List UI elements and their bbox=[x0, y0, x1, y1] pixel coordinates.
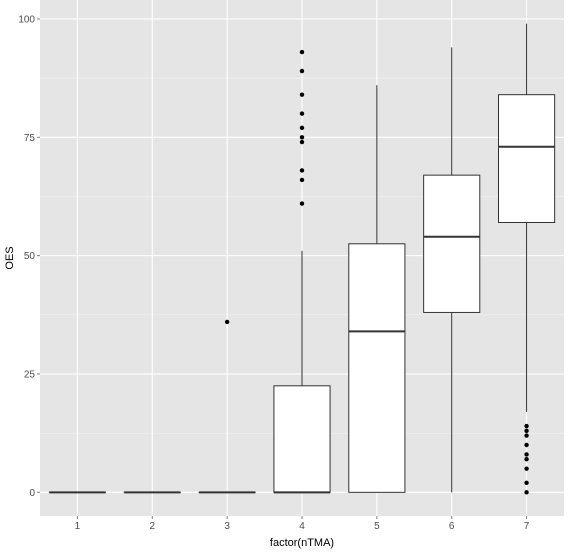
y-axis-ticks: 0 25 50 75 100 bbox=[18, 14, 40, 499]
outlier-point bbox=[524, 456, 529, 462]
y-tick-label: 100 bbox=[18, 14, 35, 25]
outlier-point bbox=[299, 201, 305, 206]
outlier-point bbox=[299, 49, 305, 55]
y-axis-title: OES bbox=[4, 246, 16, 269]
x-axis-ticks: 1 2 3 4 5 6 7 bbox=[75, 516, 530, 532]
outlier-point bbox=[299, 139, 305, 145]
outlier-point bbox=[299, 92, 305, 97]
outlier-point bbox=[524, 433, 529, 438]
outlier-point bbox=[299, 125, 305, 131]
box-iqr bbox=[423, 174, 481, 313]
box-group-3 bbox=[198, 319, 256, 494]
outlier-point bbox=[224, 319, 230, 325]
outlier-point bbox=[299, 168, 305, 173]
box-iqr bbox=[348, 243, 406, 493]
x-tick-label: 3 bbox=[224, 521, 230, 532]
x-tick-label: 6 bbox=[449, 521, 455, 532]
x-tick-label: 5 bbox=[374, 521, 380, 532]
x-axis-title: factor(nTMA) bbox=[270, 537, 334, 549]
x-tick-label: 7 bbox=[524, 521, 530, 532]
outlier-point bbox=[524, 480, 529, 486]
outlier-point bbox=[524, 423, 529, 429]
box-iqr bbox=[498, 94, 556, 223]
outlier-point bbox=[524, 490, 529, 495]
outlier-point bbox=[299, 177, 305, 183]
box-group-6 bbox=[423, 47, 481, 493]
y-tick-label: 0 bbox=[29, 488, 35, 499]
outlier-point bbox=[524, 428, 529, 433]
outlier-point bbox=[299, 68, 305, 74]
y-tick-label: 25 bbox=[24, 369, 36, 380]
box-group-4 bbox=[273, 49, 331, 494]
outlier-point bbox=[524, 442, 529, 448]
y-tick-label: 50 bbox=[24, 251, 36, 262]
box-iqr bbox=[273, 385, 331, 493]
box-group-5 bbox=[348, 85, 406, 493]
box-series bbox=[48, 23, 556, 495]
outlier-point bbox=[524, 466, 529, 471]
box-group-7 bbox=[498, 23, 556, 495]
x-tick-label: 1 bbox=[75, 521, 81, 532]
x-tick-label: 2 bbox=[150, 521, 156, 532]
y-tick-label: 75 bbox=[24, 133, 36, 144]
outlier-point bbox=[299, 111, 305, 116]
x-tick-label: 4 bbox=[299, 521, 305, 532]
outlier-point bbox=[299, 135, 305, 140]
outlier-point bbox=[524, 452, 529, 457]
